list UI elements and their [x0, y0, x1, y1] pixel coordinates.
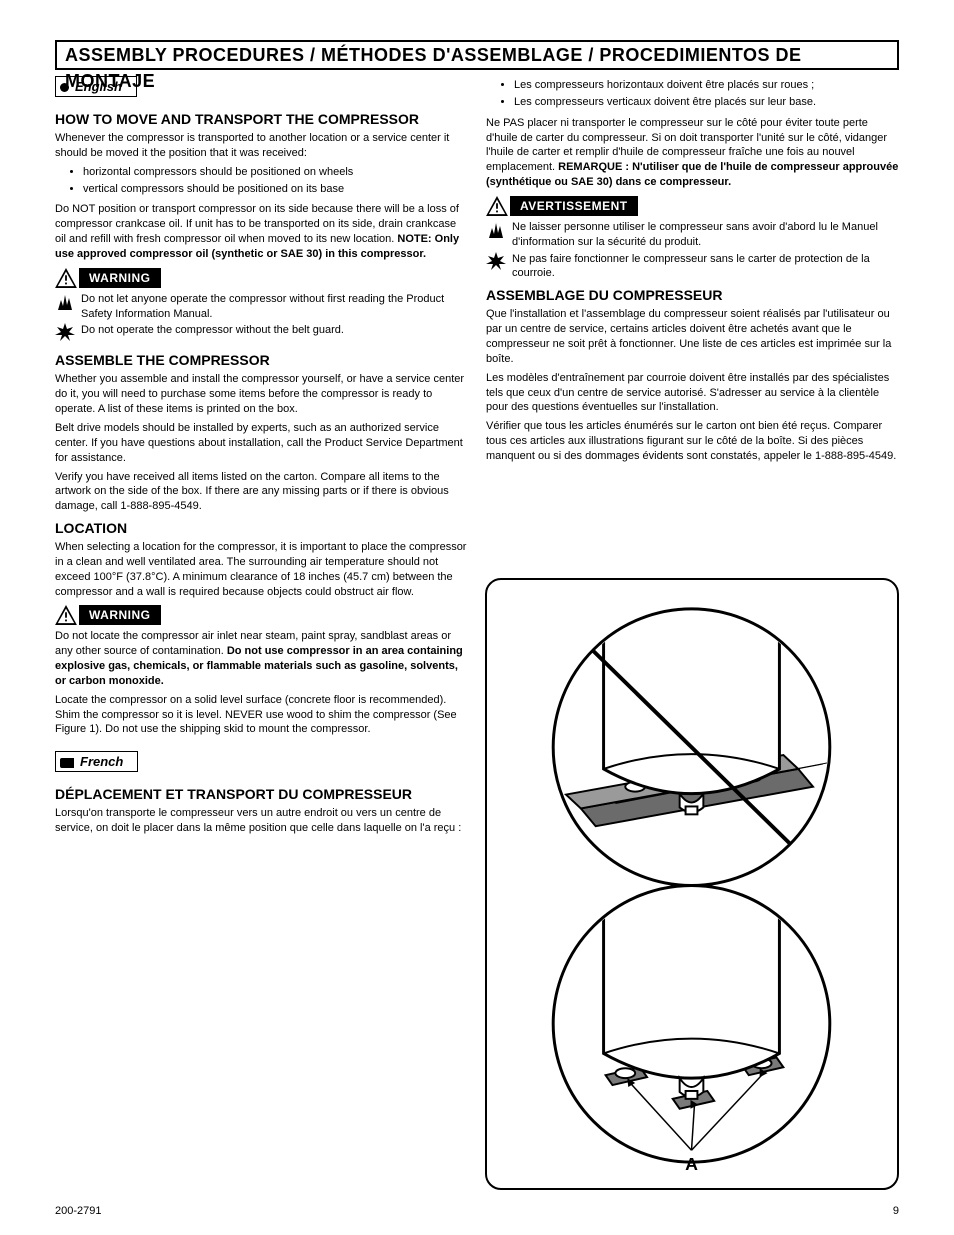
- heading-assemble-fr: ASSEMBLAGE DU COMPRESSEUR: [486, 287, 899, 303]
- assemble-p3-en: Verify you have received all items liste…: [55, 470, 468, 515]
- figure-callout-a: A: [685, 1154, 698, 1174]
- assemble-p2-fr: Les modèles d'entraînement par courroie …: [486, 371, 899, 416]
- location-p1-en: When selecting a location for the compre…: [55, 540, 468, 599]
- move-bullets-fr: Les compresseurs horizontaux doivent êtr…: [514, 78, 899, 110]
- warning-triangle-icon: [486, 196, 508, 216]
- lang-label-english: English: [75, 79, 122, 94]
- heading-location-en: LOCATION: [55, 520, 468, 536]
- flag-dot-icon: [60, 83, 69, 92]
- warning-label-fr: AVERTISSEMENT: [510, 196, 638, 216]
- warning-line-2-fr: Ne pas faire fonctionner le compresseur …: [486, 252, 899, 282]
- warning-label-en: WARNING: [79, 268, 161, 288]
- compressor-installation-diagram: A: [487, 580, 896, 1187]
- lang-pill-french: French: [55, 751, 138, 772]
- list-item: Les compresseurs verticaux doivent être …: [514, 95, 899, 110]
- footer-code: 200-2791: [55, 1205, 102, 1217]
- heading-assemble-en: ASSEMBLE THE COMPRESSOR: [55, 352, 468, 368]
- flag-box-icon: [60, 758, 74, 768]
- move-note-en: Do NOT position or transport compressor …: [55, 202, 468, 261]
- flame-icon: [55, 292, 75, 310]
- page-title-bar: ASSEMBLY PROCEDURES / MÉTHODES D'ASSEMBL…: [55, 40, 899, 70]
- warning-header-en: WARNING: [55, 268, 468, 288]
- burst-icon: [486, 252, 506, 270]
- warning-line-1-en: Do not let anyone operate the compressor…: [55, 292, 468, 322]
- list-item: Les compresseurs horizontaux doivent êtr…: [514, 78, 899, 93]
- figure-1: A: [485, 578, 899, 1190]
- flame-icon: [486, 220, 506, 238]
- page-footer: 200-2791 9: [55, 1205, 899, 1217]
- assemble-p1-fr: Que l'installation et l'assemblage du co…: [486, 307, 899, 366]
- location-warn-text-en: Do not locate the compressor air inlet n…: [55, 629, 468, 688]
- warning-triangle-icon: [55, 605, 77, 625]
- assemble-p3-fr: Vérifier que tous les articles énumérés …: [486, 419, 899, 464]
- heading-move-fr: DÉPLACEMENT ET TRANSPORT DU COMPRESSEUR: [55, 786, 468, 802]
- warning-header-location-en: WARNING: [55, 605, 468, 625]
- move-note-fr: Ne PAS placer ni transporter le compress…: [486, 116, 899, 190]
- warning-line-1-fr: Ne laisser personne utiliser le compress…: [486, 220, 899, 250]
- assemble-p2-en: Belt drive models should be installed by…: [55, 421, 468, 466]
- assemble-p1-en: Whether you assemble and install the com…: [55, 372, 468, 417]
- warning-line-2-en: Do not operate the compressor without th…: [55, 323, 468, 346]
- move-intro-fr: Lorsqu'on transporte le compresseur vers…: [55, 806, 468, 836]
- lang-label-french: French: [80, 754, 123, 769]
- lang-pill-english: English: [55, 76, 137, 97]
- list-item: vertical compressors should be positione…: [83, 182, 468, 197]
- move-intro-en: Whenever the compressor is transported t…: [55, 131, 468, 161]
- heading-move-compressor-en: HOW TO MOVE AND TRANSPORT THE COMPRESSOR: [55, 111, 468, 127]
- list-item: horizontal compressors should be positio…: [83, 165, 468, 180]
- move-bullets-en: horizontal compressors should be positio…: [83, 165, 468, 197]
- warning-label-location-en: WARNING: [79, 605, 161, 625]
- burst-icon: [55, 323, 75, 341]
- location-p2-en: Locate the compressor on a solid level s…: [55, 693, 468, 738]
- warning-triangle-icon: [55, 268, 77, 288]
- column-left: English HOW TO MOVE AND TRANSPORT THE CO…: [55, 76, 468, 840]
- footer-page-number: 9: [893, 1205, 899, 1217]
- warning-header-fr: AVERTISSEMENT: [486, 196, 899, 216]
